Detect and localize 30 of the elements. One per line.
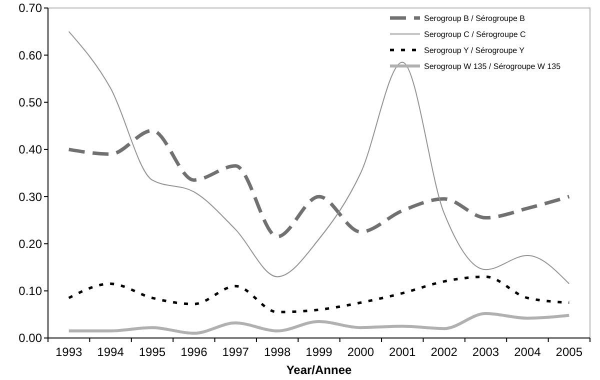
y-tick-label: 0.20 xyxy=(18,236,42,251)
x-tick-label: 1995 xyxy=(138,345,166,359)
x-tick-label: 2005 xyxy=(556,345,583,359)
y-tick-label: 0.60 xyxy=(18,48,42,62)
x-tick-label: 1999 xyxy=(306,345,333,359)
x-tick-label: 2003 xyxy=(472,345,500,359)
y-tick-label: 0.10 xyxy=(18,284,42,298)
line-series xyxy=(67,128,571,238)
legend-label: Serogroup W 135 / Sérogroupe W 135 xyxy=(424,62,562,71)
legend-label: Serogroup C / Sérogroupe C xyxy=(424,30,526,39)
legend-label: Serogroup Y / Sérogroupe Y xyxy=(424,46,526,55)
line-series xyxy=(68,275,570,314)
x-tick-label: 1993 xyxy=(55,345,83,359)
legend-label: Serogroup B / Sérogroupe B xyxy=(424,14,525,23)
x-tick-label: 1997 xyxy=(222,345,250,359)
line-series xyxy=(67,312,571,335)
x-tick-label: 2004 xyxy=(514,345,542,359)
line-series xyxy=(68,31,570,284)
y-tick-label: 0.70 xyxy=(18,1,42,16)
y-tick-label: 0.50 xyxy=(18,95,42,110)
y-tick-label: 0.30 xyxy=(18,190,42,204)
x-axis-title: Year/Annee xyxy=(286,363,352,377)
x-tick-label: 2001 xyxy=(389,345,416,359)
x-tick-label: 2000 xyxy=(347,345,374,359)
x-tick-label: 1996 xyxy=(180,345,208,359)
x-tick-label: 2002 xyxy=(430,345,458,359)
y-tick-label: 0.40 xyxy=(18,142,42,157)
x-tick-label: 1994 xyxy=(97,345,124,359)
y-tick-label: 0.00 xyxy=(18,331,42,346)
x-tick-label: 1998 xyxy=(264,345,291,359)
